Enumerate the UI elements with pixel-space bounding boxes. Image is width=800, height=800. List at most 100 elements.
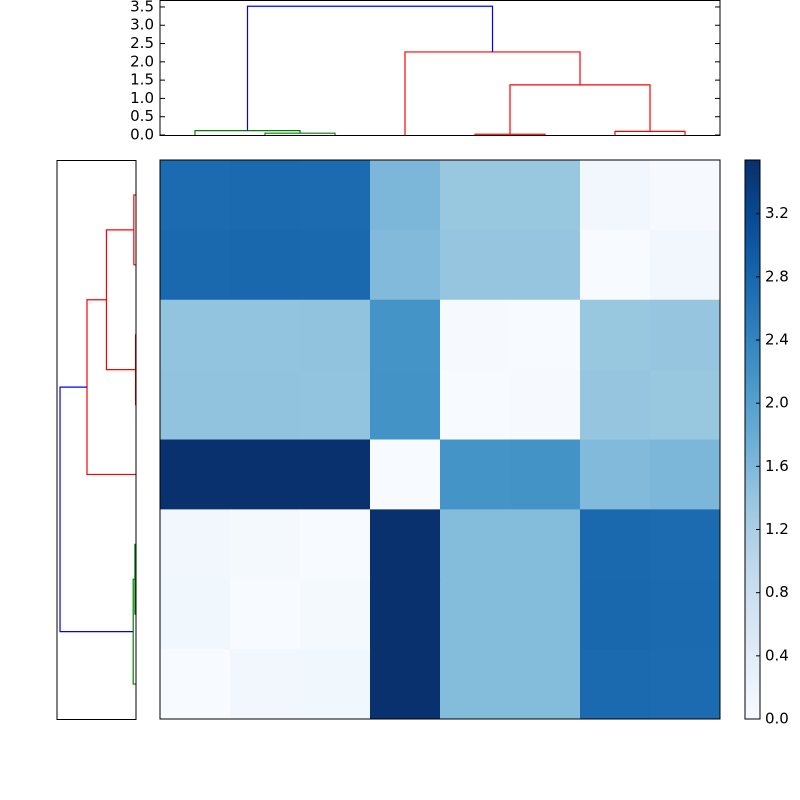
- heatmap-cell: [160, 369, 231, 440]
- heatmap-cell: [440, 509, 511, 580]
- y-tick-label: 1.0: [130, 89, 154, 107]
- dendrogram-link: [59, 386, 134, 633]
- heatmap-cell: [580, 649, 651, 720]
- heatmap-cell: [650, 229, 721, 301]
- heatmap-cell: [160, 160, 231, 231]
- heatmap-cell: [230, 369, 301, 440]
- y-tick-label: 2.5: [130, 34, 154, 52]
- y-tick-label: 3.0: [130, 16, 154, 34]
- heatmap-cell: [510, 229, 581, 301]
- heatmap-cell: [370, 649, 441, 720]
- y-tick-label: 1.5: [130, 71, 154, 89]
- dendrogram-link: [264, 132, 336, 135]
- heatmap-cell: [300, 160, 371, 231]
- heatmap-cell: [650, 369, 721, 440]
- heatmap: [160, 160, 721, 720]
- heatmap-cell: [370, 369, 441, 440]
- heatmap-cell: [510, 509, 581, 580]
- heatmap-cell: [510, 369, 581, 440]
- heatmap-cell: [160, 649, 231, 720]
- dendrogram-link: [105, 229, 136, 371]
- heatmap-cell: [230, 299, 301, 371]
- y-tick-label: 0.0: [130, 126, 154, 144]
- dendrogram-link: [404, 51, 581, 135]
- heatmap-cell: [580, 299, 651, 371]
- colorbar-tick-label: 2.0: [765, 394, 789, 412]
- dendrogram-link: [132, 578, 136, 685]
- colorbar: [744, 159, 761, 720]
- colorbar-tick-label: 1.6: [765, 457, 789, 475]
- dendrogram-link: [133, 194, 136, 266]
- heatmap-cell: [230, 509, 301, 580]
- heatmap-cell: [370, 509, 441, 580]
- dendrogram-link: [194, 130, 301, 135]
- heatmap-cell: [650, 509, 721, 580]
- colorbar-tick-label: 2.8: [765, 267, 789, 285]
- heatmap-cell: [300, 369, 371, 440]
- heatmap-cell: [440, 160, 511, 231]
- heatmap-cell: [230, 649, 301, 720]
- heatmap-cell: [230, 439, 301, 510]
- dendrogram-link: [614, 130, 686, 135]
- dendrogram-top: [194, 5, 686, 135]
- dendrogram-link: [474, 133, 546, 135]
- dendrogram-link: [509, 84, 651, 135]
- heatmap-cell: [370, 229, 441, 301]
- heatmap-cell: [440, 229, 511, 301]
- heatmap-cell: [300, 579, 371, 650]
- heatmap-cell: [160, 229, 231, 301]
- heatmap-cell: [160, 299, 231, 371]
- y-tick-label: 3.5: [130, 0, 154, 15]
- colorbar-tick-label: 1.2: [765, 520, 789, 538]
- heatmap-cell: [370, 579, 441, 650]
- heatmap-cell: [160, 509, 231, 580]
- axes-frame: [159, 159, 721, 720]
- heatmap-cell: [650, 160, 721, 231]
- y-tick-label: 2.0: [130, 52, 154, 70]
- heatmap-cell: [580, 229, 651, 301]
- heatmap-cell: [300, 649, 371, 720]
- heatmap-cell: [160, 439, 231, 510]
- dendrogram-link: [134, 543, 136, 615]
- heatmap-cell: [580, 369, 651, 440]
- y-tick-label: 0.5: [130, 107, 154, 125]
- axes-frame: [56, 160, 137, 720]
- heatmap-cell: [300, 229, 371, 301]
- heatmap-cell: [300, 299, 371, 371]
- heatmap-cell: [440, 579, 511, 650]
- heatmap-cell: [580, 439, 651, 510]
- heatmap-cell: [160, 579, 231, 650]
- heatmap-cell: [510, 439, 581, 510]
- heatmap-cell: [650, 649, 721, 720]
- heatmap-cell: [510, 649, 581, 720]
- heatmap-cell: [370, 439, 441, 510]
- heatmap-cell: [300, 439, 371, 510]
- colorbar-tick-label: 2.4: [765, 331, 789, 349]
- dendrogram-link: [86, 299, 136, 476]
- heatmap-cell: [440, 439, 511, 510]
- heatmap-cell: [230, 160, 301, 231]
- colorbar-tick-label: 0.4: [765, 646, 789, 664]
- heatmap-cell: [650, 579, 721, 650]
- colorbar-tick-label: 0.0: [765, 710, 789, 728]
- heatmap-cell: [440, 299, 511, 371]
- heatmap-cell: [370, 160, 441, 231]
- axes-frame: [159, 0, 721, 136]
- heatmap-cell: [230, 579, 301, 650]
- heatmap-cell: [370, 299, 441, 371]
- heatmap-cell: [580, 579, 651, 650]
- heatmap-cell: [230, 229, 301, 301]
- heatmap-cell: [300, 509, 371, 580]
- heatmap-cell: [580, 509, 651, 580]
- heatmap-cell: [650, 299, 721, 371]
- heatmap-cell: [650, 439, 721, 510]
- heatmap-cell: [580, 160, 651, 231]
- heatmap-cell: [510, 160, 581, 231]
- dendrogram-left: [59, 194, 137, 685]
- dendrogram-link: [246, 5, 494, 131]
- heatmap-cell: [510, 579, 581, 650]
- heatmap-cell: [510, 299, 581, 371]
- heatmap-cell: [440, 369, 511, 440]
